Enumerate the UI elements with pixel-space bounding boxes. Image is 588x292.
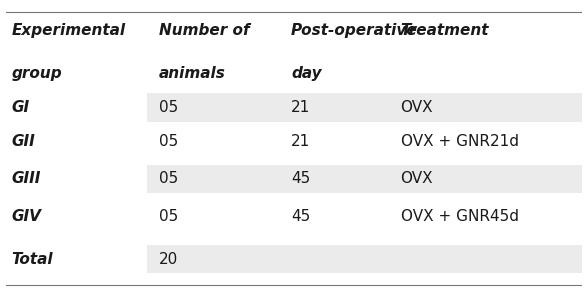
Text: Experimental: Experimental	[12, 23, 126, 38]
Text: 45: 45	[291, 208, 310, 224]
Text: GIV: GIV	[12, 208, 42, 224]
Text: 05: 05	[159, 208, 178, 224]
Text: GII: GII	[12, 134, 35, 149]
Text: 21: 21	[291, 100, 310, 115]
Text: 20: 20	[159, 251, 178, 267]
Text: Number of: Number of	[159, 23, 249, 38]
Text: 05: 05	[159, 134, 178, 149]
Text: OVX: OVX	[400, 100, 433, 115]
Text: Post-operative: Post-operative	[291, 23, 418, 38]
Text: day: day	[291, 66, 322, 81]
Text: 21: 21	[291, 134, 310, 149]
Bar	[147, 93, 582, 122]
Bar	[147, 165, 582, 193]
Text: 05: 05	[159, 100, 178, 115]
Text: 45: 45	[291, 171, 310, 186]
Text: OVX + GNR45d: OVX + GNR45d	[400, 208, 519, 224]
Text: GI: GI	[12, 100, 30, 115]
Text: animals: animals	[159, 66, 225, 81]
Text: group: group	[12, 66, 62, 81]
Text: Treatment: Treatment	[400, 23, 489, 38]
Bar	[147, 245, 582, 273]
Text: Total: Total	[12, 251, 54, 267]
Text: OVX: OVX	[400, 171, 433, 186]
Text: 05: 05	[159, 171, 178, 186]
Text: OVX + GNR21d: OVX + GNR21d	[400, 134, 519, 149]
Text: GIII: GIII	[12, 171, 41, 186]
